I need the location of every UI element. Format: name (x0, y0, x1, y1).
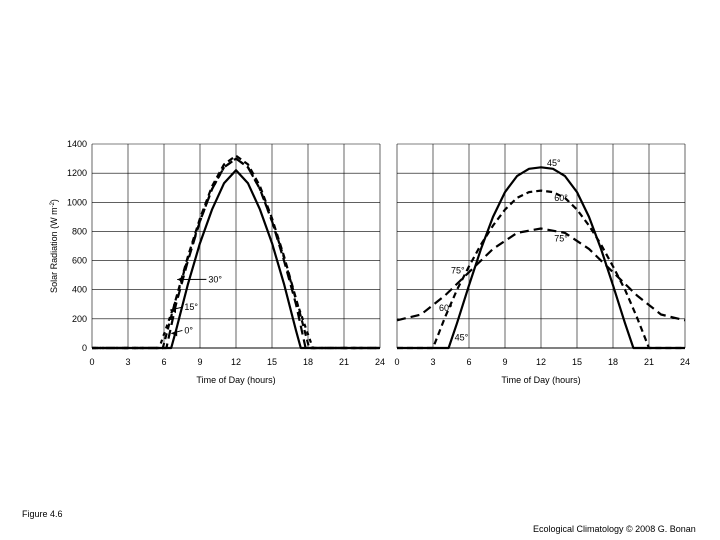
right-annotation-label: 45° (547, 158, 561, 168)
left-x-axis-title: Time of Day (hours) (196, 375, 275, 385)
left-x-tick-label: 12 (231, 357, 241, 367)
right-x-tick-label: 6 (466, 357, 471, 367)
right-annotation-label: 75° (451, 266, 465, 276)
left-panel: Solar Radiation (W m-2) 0 3 6 9 12 15 18 21 24 0 2… (49, 139, 385, 385)
left-series-line (92, 154, 380, 350)
right-panel: 0 3 6 9 12 15 18 21 24 Time of Day (hours) 45° 60° 7… (394, 143, 690, 385)
left-annotation-arrowhead (171, 330, 178, 337)
right-annotation-label: 60° (439, 303, 453, 313)
right-x-tick-label: 18 (608, 357, 618, 367)
left-series-line (92, 169, 380, 350)
left-annotation-label: 30° (208, 274, 222, 284)
left-x-tick-label: 0 (89, 357, 94, 367)
left-x-tick-label: 21 (339, 357, 349, 367)
left-x-tick-label: 15 (267, 357, 277, 367)
left-annotation-arrowhead (170, 307, 176, 314)
right-annotation-label: 45° (455, 333, 469, 343)
y-tick-label: 800 (72, 226, 87, 236)
figure-label: Figure 4.6 (22, 509, 63, 519)
right-x-tick-label: 0 (394, 357, 399, 367)
right-x-tick-label: 12 (536, 357, 546, 367)
right-series-line (396, 227, 686, 322)
y-axis-title: Solar Radiation (W m-2) (49, 199, 59, 293)
left-annotation-label: 0° (184, 325, 193, 335)
y-tick-label: 1200 (67, 168, 87, 178)
right-annotation-label: 60° (554, 193, 568, 203)
y-tick-label: 200 (72, 314, 87, 324)
right-x-tick-label: 24 (680, 357, 690, 367)
right-x-tick-label: 3 (430, 357, 435, 367)
y-tick-label: 1400 (67, 139, 87, 149)
left-series-line (92, 157, 380, 350)
left-annotation-arrowhead (177, 276, 184, 283)
right-x-tick-label: 9 (502, 357, 507, 367)
right-x-tick-label: 15 (572, 357, 582, 367)
left-x-tick-label: 24 (375, 357, 385, 367)
right-series-line (397, 166, 685, 350)
left-x-tick-label: 9 (197, 357, 202, 367)
right-x-tick-label: 21 (644, 357, 654, 367)
left-annotation-label: 15° (184, 302, 198, 312)
left-x-tick-label: 18 (303, 357, 313, 367)
right-x-axis-title: Time of Day (hours) (501, 375, 580, 385)
left-x-tick-label: 3 (125, 357, 130, 367)
y-tick-label: 400 (72, 285, 87, 295)
y-tick-label: 600 (72, 256, 87, 266)
y-tick-label: 0 (82, 343, 87, 353)
right-series-line (397, 189, 685, 350)
copyright-credit: Ecological Climatology © 2008 G. Bonan (533, 524, 696, 534)
y-tick-label: 1000 (67, 197, 87, 207)
left-x-tick-label: 6 (161, 357, 166, 367)
right-annotation-label: 75° (554, 234, 568, 244)
